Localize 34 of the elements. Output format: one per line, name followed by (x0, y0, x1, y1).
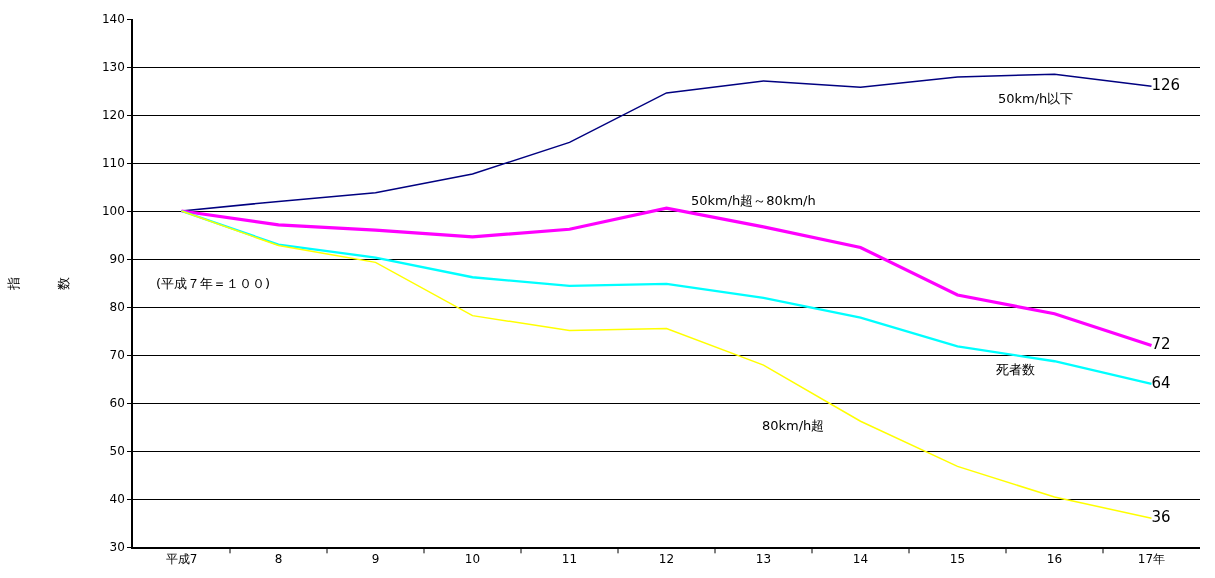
annotation: (平成７年＝１００) (156, 276, 271, 291)
y-tick-label: 30 (109, 540, 125, 555)
y-tick-label: 140 (101, 12, 125, 27)
series-label: 80km/h超 (762, 418, 825, 433)
y-tick-label: 90 (109, 252, 125, 267)
text: 指数 (5, 276, 72, 290)
x-tick-label: 17年 (1137, 552, 1166, 567)
x-tick-label: 8 (274, 552, 283, 567)
x-tick-label: 15 (949, 552, 966, 567)
x-tick-label: 11 (561, 552, 578, 567)
line-series (180, 73, 1153, 212)
data-label: 64 (1151, 373, 1171, 392)
y-tick-label: 100 (101, 204, 125, 219)
series-label: 50km/h超～80km/h (691, 193, 816, 208)
y-tick-label: 110 (101, 156, 125, 171)
data-label: 72 (1151, 335, 1171, 354)
x-tick-label: 10 (464, 552, 481, 567)
y-tick-label: 120 (101, 108, 125, 123)
data-label: 126 (1151, 75, 1181, 94)
y-tick-label: 50 (109, 444, 125, 459)
series-label: 50km/h以下 (998, 91, 1074, 106)
x-tick-label: 12 (658, 552, 675, 567)
y-tick-label: 70 (109, 348, 125, 363)
y-tick-label: 130 (101, 60, 125, 75)
x-tick-label: 9 (371, 552, 380, 567)
series-label: 死者数 (996, 362, 1035, 377)
x-tick-label: 16 (1046, 552, 1063, 567)
y-tick-label: 80 (109, 300, 125, 315)
data-label: 36 (1151, 507, 1171, 526)
y-tick-label: 40 (109, 492, 125, 507)
x-tick-label: 平成7 (165, 552, 198, 567)
x-tick-label: 14 (852, 552, 869, 567)
x-tick-label: 13 (755, 552, 772, 567)
y-tick-label: 60 (109, 396, 125, 411)
